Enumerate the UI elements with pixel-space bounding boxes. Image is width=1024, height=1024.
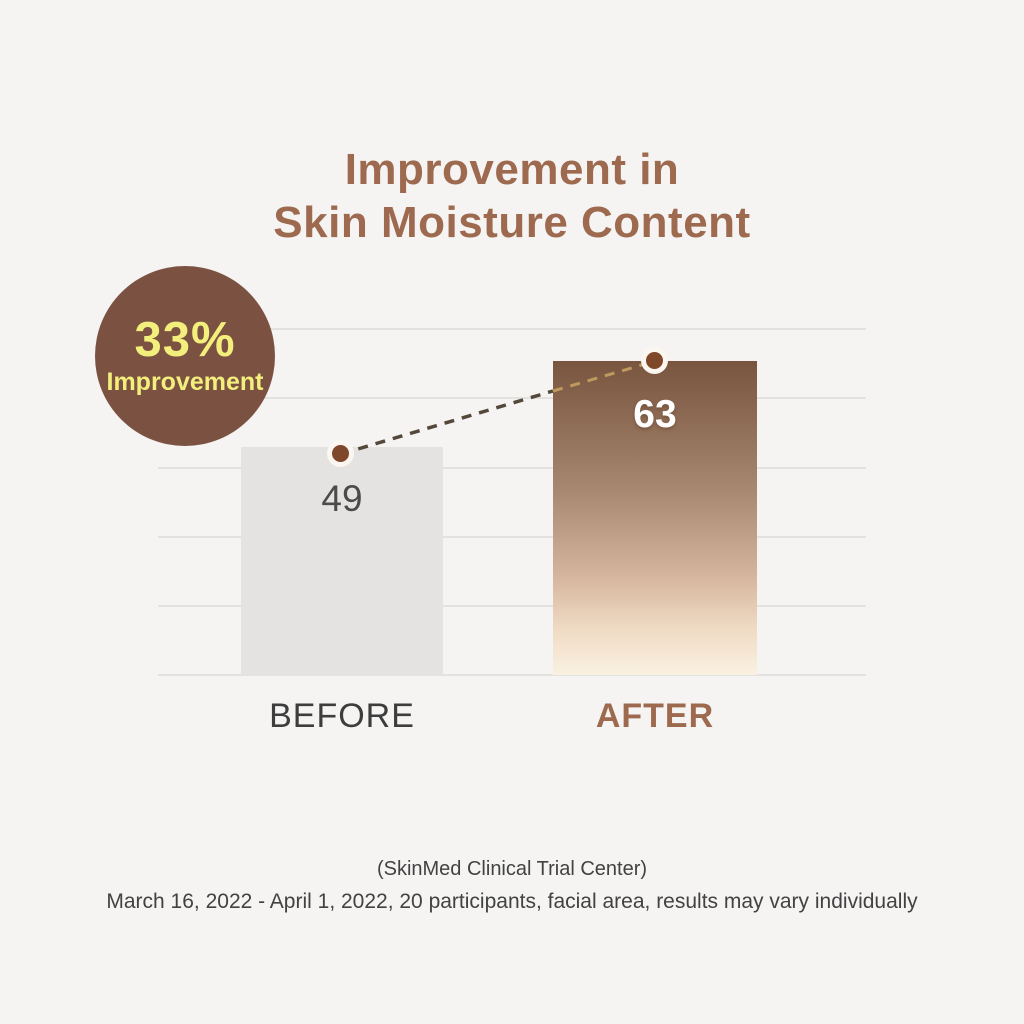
data-point-after-dot: [641, 347, 668, 374]
improvement-label: Improvement: [106, 368, 264, 396]
improvement-percentage: 33%: [134, 313, 236, 367]
gridline: [158, 605, 866, 607]
bar-value-after: 63: [633, 393, 677, 436]
gridline: [158, 467, 866, 469]
bar-after: [553, 361, 757, 675]
data-point-before-dot: [327, 440, 354, 467]
source-note: (SkinMed Clinical Trial Center): [376, 858, 648, 880]
chart-title-line1: Improvement in: [344, 145, 680, 194]
bar-before: [241, 447, 443, 675]
bar-value-before: 49: [321, 478, 363, 519]
chart-title: Improvement in Skin Moisture Content: [0, 143, 1024, 249]
category-label-before: BEFORE: [269, 697, 415, 735]
trial-details-caption: March 16, 2022 - April 1, 2022, 20 parti…: [106, 890, 918, 913]
gridline: [158, 328, 866, 330]
chart-title-line2: Skin Moisture Content: [273, 198, 751, 247]
gridline: [158, 674, 866, 676]
category-label-after: AFTER: [595, 697, 715, 735]
gridline: [158, 536, 866, 538]
improvement-badge: 33% Improvement: [95, 266, 275, 446]
